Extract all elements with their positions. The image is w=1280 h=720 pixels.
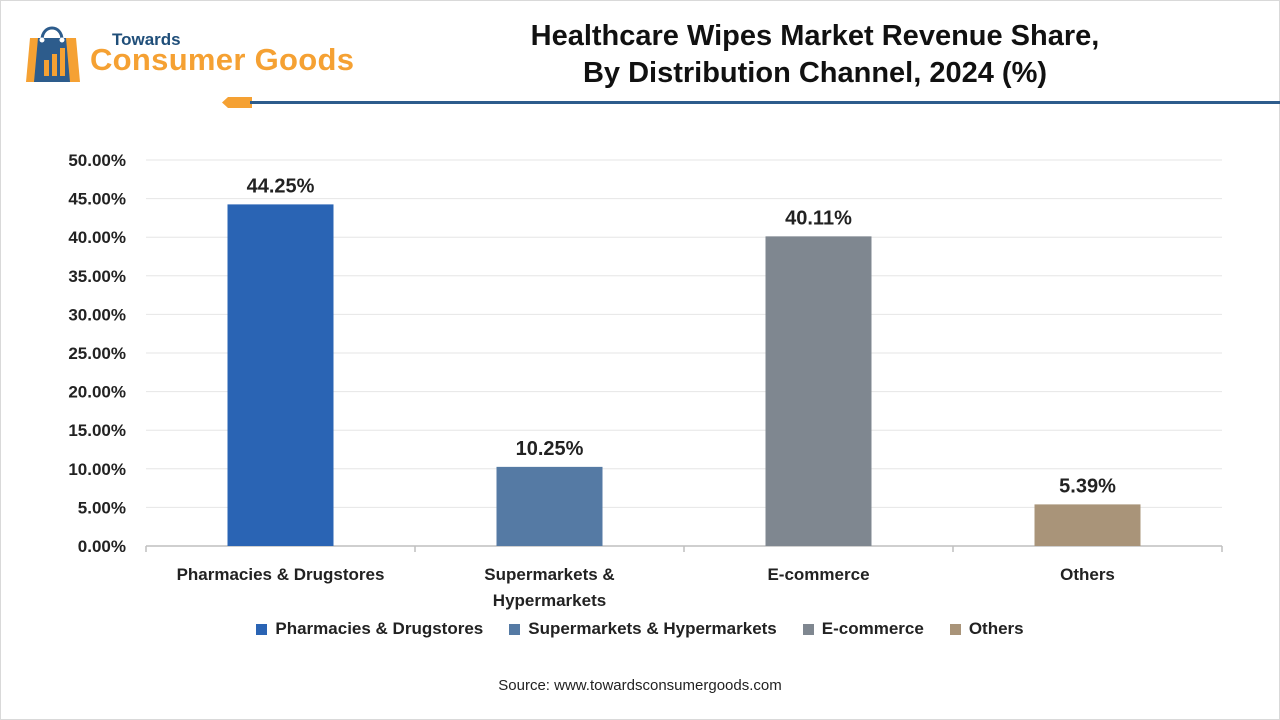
bar-4 xyxy=(1034,504,1141,546)
source-note: Source: www.towardsconsumergoods.com xyxy=(498,677,782,694)
y-tick-label: 45.00% xyxy=(68,190,126,209)
legend-label: Pharmacies & Drugstores xyxy=(275,619,484,638)
legend-item: E-commerce xyxy=(802,619,924,639)
legend-label: E-commerce xyxy=(821,619,924,638)
y-tick-label: 5.00% xyxy=(78,498,126,517)
legend-item: Others xyxy=(949,619,1024,639)
legend-swatch xyxy=(949,623,961,635)
header-rule-tab xyxy=(222,97,252,108)
y-tick-label: 10.00% xyxy=(68,460,126,479)
y-tick-label: 20.00% xyxy=(68,383,126,402)
legend-label: Supermarkets & Hypermarkets xyxy=(528,619,777,638)
y-tick-label: 50.00% xyxy=(68,151,126,170)
chart-title-line1: Healthcare Wipes Market Revenue Share, xyxy=(530,20,1100,52)
x-tick-label: Others xyxy=(1060,565,1115,584)
y-tick-label: 25.00% xyxy=(68,344,126,363)
bar-1 xyxy=(227,204,334,546)
x-tick-label: Pharmacies & Drugstores xyxy=(177,565,385,584)
legend-label: Others xyxy=(968,619,1024,638)
chart-title: Healthcare Wipes Market Revenue Share, B… xyxy=(470,18,1160,92)
brand-main-text: Consumer Goods xyxy=(90,42,355,77)
x-tick-label: Supermarkets & xyxy=(484,565,614,584)
brand-logo: Towards Consumer Goods xyxy=(20,20,380,90)
data-label: 10.25% xyxy=(516,438,584,460)
shopping-bag-icon xyxy=(26,26,80,82)
legend-item: Supermarkets & Hypermarkets xyxy=(509,619,777,639)
legend-swatch xyxy=(509,623,521,635)
chart-legend: Pharmacies & Drugstores Supermarkets & Hy… xyxy=(0,619,1280,639)
data-label: 40.11% xyxy=(785,207,852,229)
y-tick-label: 40.00% xyxy=(68,228,126,247)
y-tick-label: 30.00% xyxy=(68,305,126,324)
bar-2 xyxy=(496,466,603,546)
legend-item: Pharmacies & Drugstores xyxy=(256,619,483,639)
legend-swatch xyxy=(256,623,268,635)
data-label: 5.39% xyxy=(1059,475,1116,497)
legend-swatch xyxy=(802,623,814,635)
x-tick-label: E-commerce xyxy=(767,565,869,584)
y-tick-label: 15.00% xyxy=(68,421,126,440)
data-label: 44.25% xyxy=(247,175,315,197)
chart-title-line2: By Distribution Channel, 2024 (%) xyxy=(582,57,1048,89)
x-tick-label: Hypermarkets xyxy=(493,591,606,610)
y-tick-label: 35.00% xyxy=(68,267,126,286)
brand-top-text: Towards xyxy=(112,30,181,49)
header-rule xyxy=(250,101,1280,104)
bar-3 xyxy=(765,236,872,546)
y-tick-label: 0.00% xyxy=(78,537,126,556)
